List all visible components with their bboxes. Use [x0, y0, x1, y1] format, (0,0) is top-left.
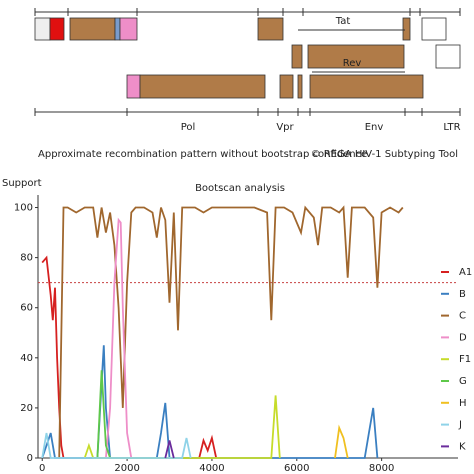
segment: [309, 74, 424, 99]
legend-label: G: [459, 376, 467, 387]
axis-ticks: [34, 8, 461, 16]
segment: [297, 74, 303, 99]
legend-label: K: [459, 441, 466, 452]
region-label: Pol: [181, 122, 196, 133]
segment: [119, 17, 138, 41]
segment: [421, 17, 447, 41]
segment: [402, 17, 411, 41]
y-tick-label: 20: [20, 403, 33, 414]
legend-label: D: [459, 332, 467, 343]
legend-label: B: [459, 289, 466, 300]
gene-label: Rev: [343, 58, 362, 69]
region-label: LTR: [443, 122, 460, 133]
x-tick-label: 6000: [284, 463, 309, 474]
series-line: [41, 255, 218, 459]
series-line: [334, 424, 349, 459]
series-line: [164, 440, 175, 459]
axis-ticks: [34, 108, 461, 116]
series-line: [58, 205, 404, 459]
segment: [279, 74, 294, 99]
segment: [114, 17, 121, 41]
segment: [257, 17, 284, 41]
recombination-diagram: Tat Rev Pol Vpr Env LTR Approximate reco…: [34, 8, 461, 160]
y-tick-label: 80: [20, 253, 33, 264]
y-axis-label: Support: [2, 178, 42, 189]
legend-label: C: [459, 311, 466, 322]
series-line: [96, 370, 111, 459]
x-tick-label: 0: [39, 463, 45, 474]
y-tick-label: 60: [20, 303, 33, 314]
y-tick-label: 40: [20, 353, 33, 364]
gene-label: Tat: [335, 16, 351, 27]
y-tick-label: 100: [14, 203, 33, 214]
credit: © REGA HIV-1 Subtyping Tool: [311, 149, 458, 160]
y-tick-label: 0: [27, 453, 33, 464]
region-label: Env: [365, 122, 384, 133]
segment: [307, 44, 405, 69]
segment: [34, 17, 51, 41]
series-line: [41, 345, 379, 459]
chart-title: Bootscan analysis: [195, 183, 285, 194]
x-tick-label: 2000: [114, 463, 139, 474]
legend-label: A1: [459, 267, 472, 278]
legend-label: F1: [459, 354, 471, 365]
segment: [126, 74, 141, 99]
series-line: [83, 395, 281, 459]
segment: [69, 17, 116, 41]
legend-label: H: [459, 398, 467, 409]
segment: [139, 74, 266, 99]
legend-label: J: [458, 420, 462, 431]
x-tick-label: 4000: [199, 463, 224, 474]
series-line: [105, 217, 133, 459]
caption: Approximate recombination pattern withou…: [38, 149, 367, 160]
segment: [435, 44, 461, 69]
x-tick-label: 8000: [369, 463, 394, 474]
region-label: Vpr: [276, 122, 294, 133]
segment: [49, 17, 65, 41]
segment: [291, 44, 303, 69]
series-line: [41, 432, 192, 459]
